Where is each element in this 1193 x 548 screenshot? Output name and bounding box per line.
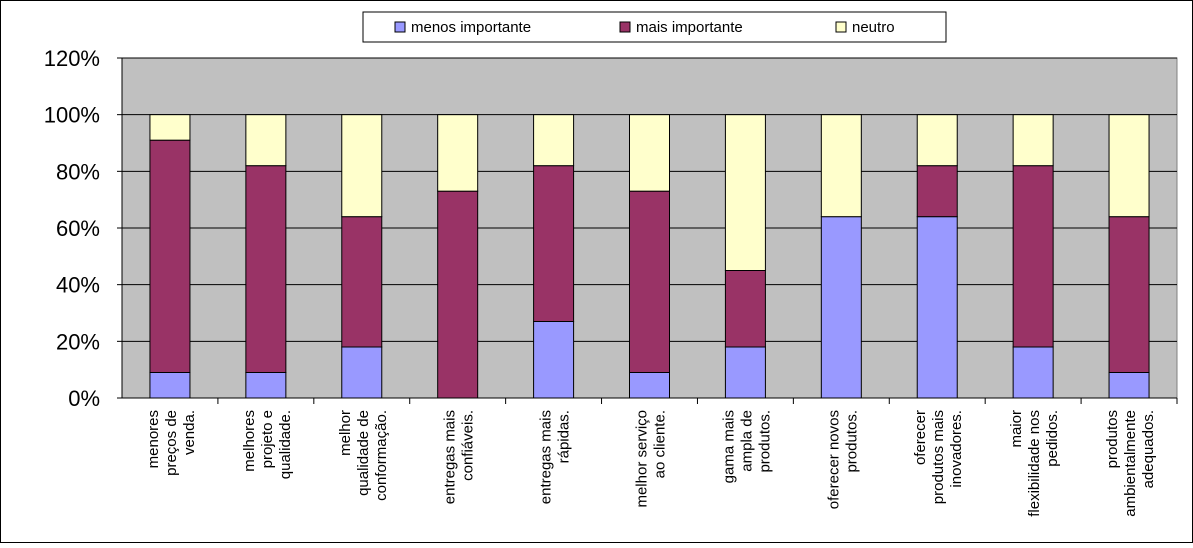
bar-segment-neutro [724,114,766,271]
x-tick-label-line: menores [145,410,162,468]
bar-segment-neutro [820,114,862,218]
x-tick-label: maior flexibilidade nos pedidos. [1008,410,1061,517]
x-tick-label-line: gama mais [720,410,737,483]
x-tick-label: menores preços de venda. [145,410,198,476]
x-tick-label-line: ambientalmente [1122,410,1139,517]
bar-segment-mais [533,165,575,322]
bar-segment-menos [1108,372,1150,399]
x-tick-label-line: adequados. [1140,410,1157,488]
bar-segment-mais [1108,216,1150,373]
x-tick-label-line: produtos [1104,410,1121,468]
x-tick-label-line: produtos. [756,410,773,473]
x-tick-label: melhor qualidade de conformação. [337,410,390,501]
x-tick-label-line: conformação. [373,410,390,501]
x-tick-label: entregas mais confiáveis. [442,410,477,504]
x-tick-label-line: produtos mais [930,410,947,504]
x-tick-label: melhor serviço ao cliente. [634,410,669,508]
x-tick-label: gama mais ampla de produtos. [720,410,773,483]
x-tick-label-line: venda. [181,410,198,455]
bar-segment-menos [1012,346,1054,399]
y-tick-label: 100% [44,103,100,128]
x-tick-label-line: qualidade de [355,410,372,496]
x-tick-label-line: oferecer novos [825,410,842,509]
bar-segment-neutro [437,114,479,192]
x-tick-label-line: inovadores. [948,410,965,488]
legend-swatch [394,21,406,33]
x-tick-label: oferecer produtos mais inovadores. [912,410,965,504]
x-tick-label-line: preços de [163,410,180,476]
x-tick-label-line: maior [1008,410,1025,448]
bar-segment-menos [724,346,766,399]
bar-segment-mais [629,190,670,373]
bar-segment-menos [820,216,862,399]
bar-segment-mais [341,216,383,348]
bar-segment-mais [437,190,479,399]
legend-label: menos importante [411,19,531,36]
x-tick-label-line: qualidade. [277,410,294,479]
x-tick-label-line: ampla de [738,410,755,472]
x-tick-label-line: pedidos. [1044,410,1061,467]
bar-segment-neutro [629,114,670,192]
bar-segment-menos [916,216,958,399]
x-tick-label-line: entregas mais [442,410,459,504]
bar-segment-menos [629,372,670,399]
x-tick-label-line: entregas mais [538,410,555,504]
bar-segment-neutro [916,114,958,167]
legend-label: mais importante [636,19,743,36]
x-tick-label: melhores projeto e qualidade. [241,410,294,479]
x-tick-label-line: oferecer [912,410,929,465]
bar-segment-menos [341,346,383,399]
legend-label: neutro [852,19,895,36]
bar-segment-neutro [149,114,191,141]
x-tick-label: produtos ambientalmente adequados. [1104,410,1157,517]
x-tick-label-line: projeto e [259,410,276,468]
bar-segment-neutro [245,114,287,167]
bar-segment-neutro [341,114,383,218]
bar-segment-mais [724,270,766,348]
y-tick-label: 0% [68,386,100,411]
y-tick-label: 80% [56,159,100,184]
y-tick-label: 60% [56,216,100,241]
bar-segment-neutro [1012,114,1054,167]
x-tick-label-line: flexibilidade nos [1026,410,1043,517]
bar-segment-neutro [1108,114,1150,218]
x-tick-label: entregas mais rápidas. [538,410,573,504]
bar-segment-neutro [533,114,575,167]
bar-segment-mais [149,139,191,373]
legend-swatch [835,21,847,33]
y-tick-label: 40% [56,273,100,298]
x-tick-label-line: rápidas. [556,410,573,463]
y-tick-label: 120% [44,46,100,71]
x-tick-label-line: melhor serviço [634,410,651,508]
x-tick-label-line: ao cliente. [652,410,669,478]
x-tick-label: oferecer novos produtos. [825,410,860,509]
x-tick-label-line: melhores [241,410,258,472]
bar-segment-mais [916,165,958,218]
bar-segment-menos [533,321,575,399]
bar-segment-mais [245,165,287,373]
bar-segment-menos [149,372,191,399]
x-tick-label-line: produtos. [843,410,860,473]
legend-box [362,11,947,43]
bar-segment-menos [245,372,287,399]
x-tick-label-line: melhor [337,410,354,456]
x-tick-label-line: confiáveis. [460,410,477,481]
bar-segment-mais [1012,165,1054,348]
y-tick-label: 20% [56,329,100,354]
legend-swatch [619,21,631,33]
